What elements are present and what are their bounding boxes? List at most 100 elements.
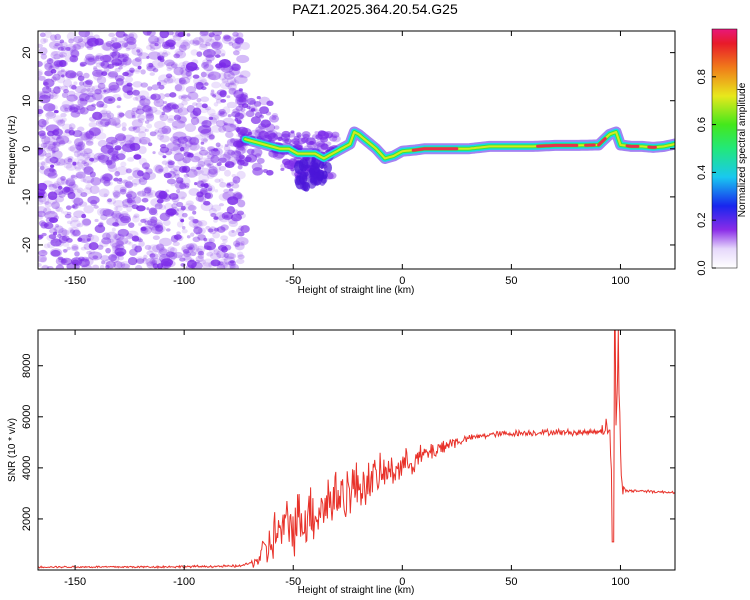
scatter-blob: [213, 39, 222, 47]
scatter-blob: [85, 79, 93, 86]
snr-x-tick-label: -150: [64, 576, 86, 588]
scatter-blob: [150, 94, 157, 100]
scatter-blob: [175, 177, 184, 184]
scatter-blob: [199, 128, 214, 138]
scatter-blob: [159, 104, 167, 110]
scatter-blob: [84, 31, 94, 39]
scatter-blob: [198, 34, 213, 43]
scatter-blob: [131, 58, 142, 67]
scatter-blob: [144, 128, 149, 132]
scatter-blob: [224, 169, 231, 177]
scatter-blob: [214, 34, 221, 41]
scatter-blob: [51, 50, 58, 57]
scatter-blob: [69, 84, 77, 90]
scatter-blob: [187, 246, 193, 251]
scatter-blob: [67, 158, 73, 163]
scatter-blob: [82, 164, 92, 173]
scatter-blob: [237, 164, 243, 170]
scatter-blob: [175, 182, 185, 190]
scatter-blob: [149, 253, 156, 258]
scatter-blob: [38, 254, 47, 263]
scatter-blob: [108, 84, 116, 91]
scatter-blob: [202, 50, 213, 58]
scatter-blob: [214, 189, 219, 193]
scatter-blob: [219, 90, 227, 98]
scatter-blob: [203, 245, 211, 250]
scatter-blob: [309, 168, 315, 176]
scatter-blob: [71, 245, 79, 252]
scatter-blob: [67, 191, 76, 200]
scatter-blob: [61, 74, 65, 78]
scatter-blob: [138, 131, 147, 139]
scatter-blob: [154, 43, 159, 47]
scatter-blob: [217, 144, 224, 149]
scatter-blob: [111, 210, 122, 219]
scatter-blob: [137, 114, 146, 121]
scatter-blob: [83, 205, 94, 214]
scatter-blob: [201, 120, 212, 128]
scatter-blob: [229, 139, 238, 145]
scatter-blob: [87, 233, 93, 237]
scatter-blob: [105, 40, 113, 47]
scatter-blob: [113, 123, 118, 127]
scatter-blob: [181, 94, 192, 102]
snr-x-tick-label: -50: [285, 576, 301, 588]
scatter-blob: [80, 246, 87, 251]
scatter-blob: [107, 238, 114, 244]
scatter-blob: [227, 74, 231, 78]
snr-y-axis-label: SNR (10 * v/v): [7, 418, 18, 482]
scatter-blob: [146, 250, 154, 256]
scatter-blob: [95, 62, 105, 68]
scatter-blob: [96, 155, 101, 160]
scatter-blob: [79, 131, 91, 141]
scatter-blob: [220, 224, 229, 231]
scatter-blob: [215, 142, 221, 148]
scatter-blob: [61, 123, 73, 131]
scatter-blob: [159, 31, 170, 39]
scatter-blob: [123, 90, 134, 99]
scatter-blob: [185, 251, 191, 256]
scatter-blob: [227, 149, 235, 156]
scatter-blob: [273, 132, 283, 140]
scatter-blob: [192, 107, 202, 116]
scatter-blob: [223, 35, 232, 42]
scatter-blob: [237, 210, 245, 216]
scatter-blob: [153, 98, 165, 107]
scatter-blob: [69, 105, 76, 111]
scatter-blob: [135, 108, 145, 115]
snr-plot-area: [38, 330, 675, 570]
scatter-blob: [183, 203, 195, 212]
scatter-blob: [163, 172, 167, 176]
scatter-blob: [86, 104, 96, 112]
scatter-blob: [287, 131, 296, 138]
scatter-blob: [145, 96, 152, 101]
scatter-blob: [199, 43, 208, 48]
scatter-blob: [94, 218, 99, 223]
scatter-blob: [138, 177, 146, 183]
scatter-blob: [44, 31, 52, 39]
scatter-blob: [198, 43, 208, 51]
scatter-blob: [179, 217, 185, 222]
scatter-blob: [183, 135, 192, 142]
scatter-blob: [48, 91, 59, 100]
scatter-blob: [321, 170, 328, 180]
scatter-blob: [54, 189, 64, 196]
scatter-blob: [99, 41, 105, 46]
scatter-blob: [128, 33, 135, 38]
scatter-blob: [85, 137, 94, 144]
scatter-blob: [211, 41, 223, 51]
scatter-blob: [188, 136, 199, 146]
scatter-blob: [235, 105, 244, 112]
scatter-blob: [48, 234, 57, 240]
scatter-blob: [233, 240, 241, 247]
scatter-blob: [99, 54, 112, 63]
scatter-blob: [189, 39, 195, 45]
scatter-blob: [71, 196, 81, 204]
scatter-blob: [69, 106, 79, 113]
scatter-blob: [147, 106, 158, 113]
scatter-blob: [234, 242, 241, 248]
scatter-blob: [45, 86, 50, 90]
scatter-blob: [209, 252, 222, 261]
scatter-blob: [107, 164, 117, 173]
scatter-blob: [294, 160, 304, 174]
